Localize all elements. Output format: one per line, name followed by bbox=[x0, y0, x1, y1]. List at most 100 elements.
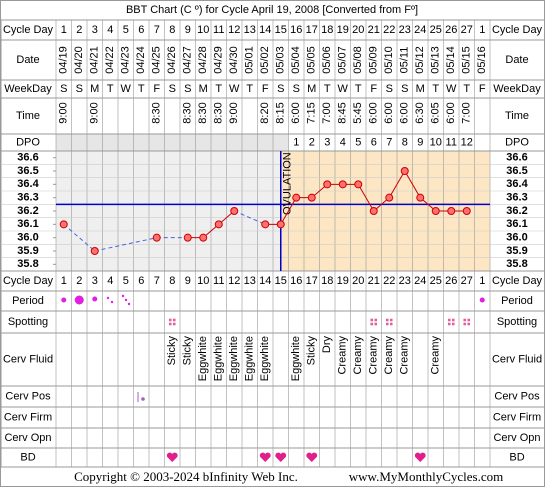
cerv-fluid: Eggwhite bbox=[244, 336, 256, 381]
cycle-day: 22 bbox=[383, 275, 395, 287]
chart-title: BBT Chart (C º) for Cycle April 19, 2008… bbox=[126, 4, 418, 16]
weekday: F bbox=[370, 83, 377, 95]
row-label: Cycle Day bbox=[492, 24, 543, 36]
cycle-day: 14 bbox=[259, 275, 271, 287]
spotting-mark bbox=[451, 322, 455, 326]
weekday: M bbox=[199, 83, 208, 95]
cycle-day: 22 bbox=[383, 24, 395, 36]
dpo: 12 bbox=[461, 136, 473, 148]
cerv-fluid: Sticky bbox=[182, 336, 194, 366]
cycle-day: 17 bbox=[306, 24, 318, 36]
temp-point bbox=[59, 220, 68, 229]
cycle-day: 6 bbox=[138, 24, 144, 36]
cycle-day: 16 bbox=[290, 24, 302, 36]
cycle-day: 16 bbox=[290, 275, 302, 287]
y-tick-label: 36.6 bbox=[506, 152, 527, 164]
temp-point bbox=[199, 233, 208, 242]
time: 7:00 bbox=[321, 102, 333, 123]
weekday: S bbox=[386, 83, 393, 95]
date-label: 05/15 bbox=[461, 46, 473, 74]
cerv-pos-mark bbox=[141, 397, 145, 401]
spotting-mark bbox=[463, 322, 467, 326]
bd-heart bbox=[414, 452, 426, 462]
dpo: 7 bbox=[386, 136, 392, 148]
spotting-mark bbox=[389, 322, 393, 326]
cycle-day: 9 bbox=[185, 275, 191, 287]
cycle-day: 7 bbox=[154, 275, 160, 287]
spotting-mark bbox=[168, 322, 172, 326]
cycle-day: 12 bbox=[228, 275, 240, 287]
temp-point bbox=[276, 220, 285, 229]
cycle-day: 23 bbox=[399, 275, 411, 287]
date-label: 04/30 bbox=[228, 46, 240, 74]
cycle-day: 8 bbox=[169, 275, 175, 287]
temp-point bbox=[354, 180, 363, 189]
cycle-day: 8 bbox=[169, 24, 175, 36]
date-label: 05/05 bbox=[306, 46, 318, 74]
cycle-day: 4 bbox=[107, 24, 113, 36]
dpo: 11 bbox=[446, 136, 457, 148]
cerv-fluid: Dry bbox=[321, 336, 333, 354]
weekday: S bbox=[76, 83, 83, 95]
temp-point bbox=[183, 233, 192, 242]
cycle-day: 3 bbox=[92, 275, 98, 287]
spotting-mark bbox=[389, 318, 393, 322]
temp-point bbox=[416, 193, 425, 202]
row-label: BD bbox=[509, 451, 524, 463]
temp-point bbox=[338, 180, 347, 189]
row-label: Period bbox=[501, 295, 533, 307]
date-label: 04/25 bbox=[151, 46, 163, 74]
dpo: 8 bbox=[402, 136, 408, 148]
y-tick-label: 36.0 bbox=[17, 232, 38, 244]
temp-point bbox=[214, 220, 223, 229]
cycle-day: 3 bbox=[92, 24, 98, 36]
weekday: M bbox=[416, 83, 425, 95]
cycle-day: 13 bbox=[244, 275, 256, 287]
date-label: 04/19 bbox=[58, 46, 70, 74]
cerv-fluid: Creamy bbox=[352, 336, 364, 375]
weekday: M bbox=[90, 83, 99, 95]
cycle-day: 2 bbox=[76, 275, 82, 287]
cerv-fluid: Sticky bbox=[306, 336, 318, 366]
cycle-day: 26 bbox=[445, 275, 457, 287]
cycle-day: 26 bbox=[445, 24, 457, 36]
time: 8:20 bbox=[259, 102, 271, 123]
weekday: S bbox=[184, 83, 191, 95]
cycle-day: 17 bbox=[306, 275, 318, 287]
cycle-day: 24 bbox=[414, 275, 426, 287]
row-label: Cerv Pos bbox=[5, 390, 51, 402]
cycle-day: 18 bbox=[321, 275, 333, 287]
cycle-day: 15 bbox=[275, 24, 287, 36]
y-tick-label: 36.4 bbox=[506, 178, 528, 190]
time: 8:30 bbox=[182, 102, 194, 123]
row-label: Date bbox=[16, 54, 39, 66]
spotting-mark bbox=[385, 322, 389, 326]
row-label: WeekDay bbox=[4, 83, 52, 95]
cycle-day: 4 bbox=[107, 275, 113, 287]
y-tick-label: 35.9 bbox=[506, 245, 527, 257]
temp-point bbox=[462, 207, 471, 215]
cerv-fluid: Creamy bbox=[430, 336, 442, 375]
cycle-day: 1 bbox=[479, 275, 485, 287]
symbols bbox=[61, 294, 485, 402]
cerv-fluid: Creamy bbox=[383, 336, 395, 375]
y-tick-label: 36.5 bbox=[506, 165, 527, 177]
y-tick-label: 36.0 bbox=[506, 232, 527, 244]
row-label: Cycle Day bbox=[3, 24, 54, 36]
cycle-day: 7 bbox=[154, 24, 160, 36]
y-tick-label: 36.5 bbox=[17, 165, 38, 177]
dpo: 3 bbox=[324, 136, 330, 148]
row-label: Time bbox=[16, 110, 40, 122]
date-label: 05/09 bbox=[368, 46, 380, 74]
weekday: T bbox=[246, 83, 253, 95]
time: 9:00 bbox=[89, 102, 101, 123]
weekday: T bbox=[432, 83, 439, 95]
row-label: Cycle Day bbox=[492, 275, 543, 287]
time: 6:00 bbox=[399, 102, 411, 123]
date-label: 05/10 bbox=[383, 46, 395, 74]
bd-heart bbox=[275, 452, 287, 462]
date-label: 04/23 bbox=[120, 46, 132, 74]
cycle-day: 5 bbox=[123, 275, 129, 287]
dpo: 5 bbox=[355, 136, 361, 148]
